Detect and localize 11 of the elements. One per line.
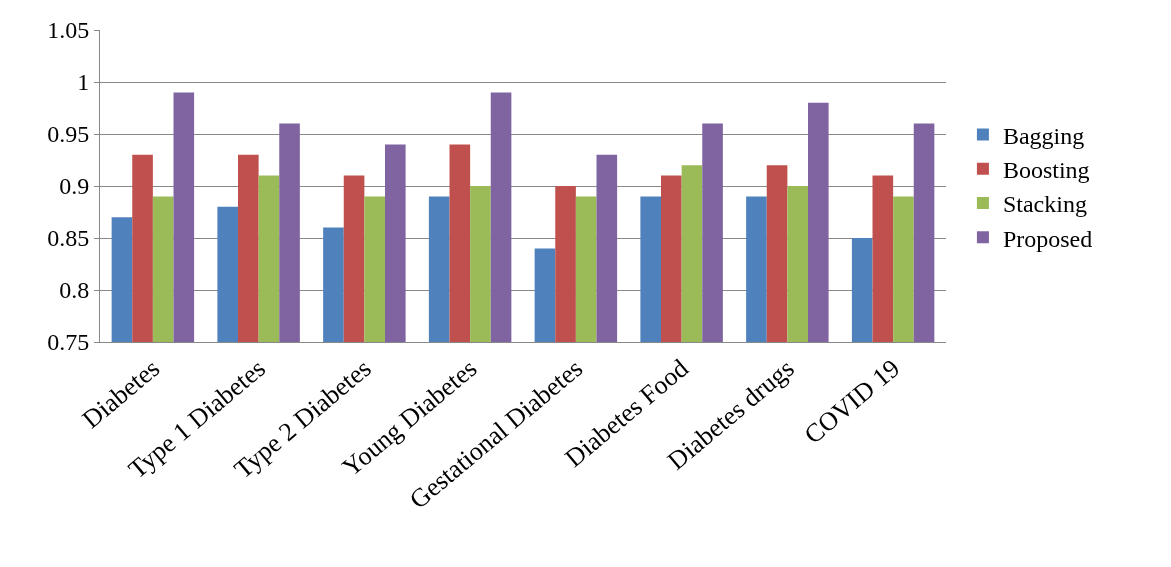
y-tick-label: 0.8 [59,277,90,304]
legend-label: Boosting [1002,157,1090,184]
y-tick-label: 0.75 [47,329,90,356]
y-tick-label: 0.95 [47,121,90,148]
legend-label: Bagging [1002,122,1085,149]
y-tick-label: 1 [77,69,90,96]
legend-label: Proposed [1002,225,1093,252]
y-tick-label: 1.05 [47,17,90,44]
y-tick-label: 0.9 [59,173,90,200]
y-tick-label: 0.85 [47,225,90,252]
legend-label: Stacking [1002,191,1087,218]
